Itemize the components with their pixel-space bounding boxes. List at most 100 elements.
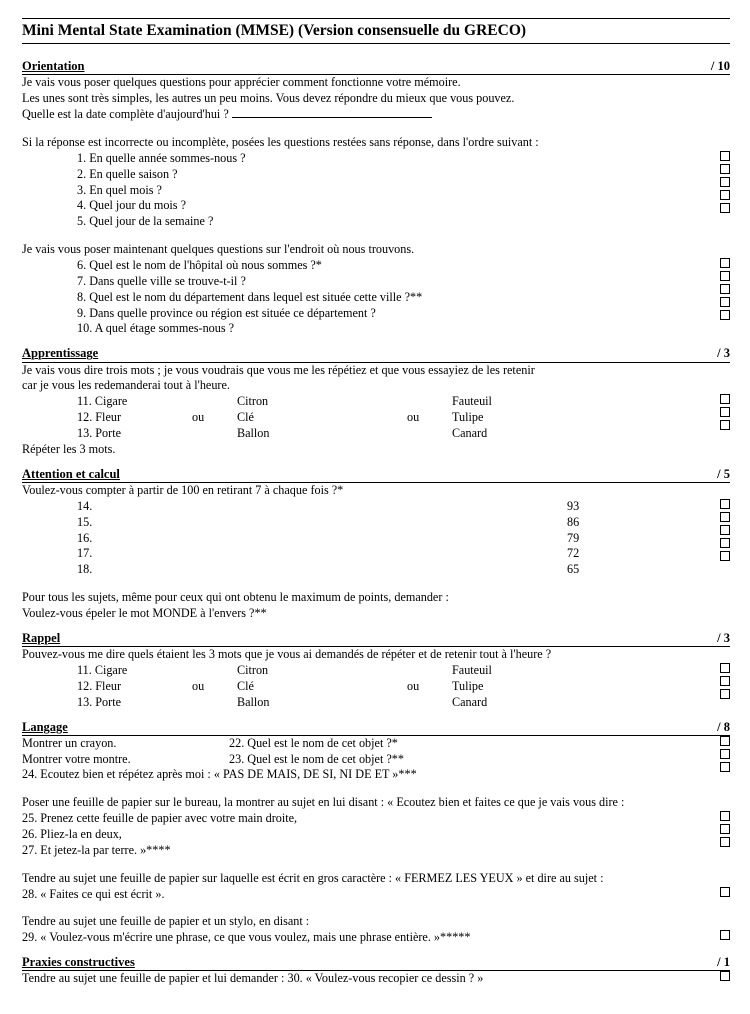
attention-post2: Voulez-vous épeler le mot MONDE à l'enve… [22,606,730,622]
checkbox-q13[interactable] [720,420,730,430]
checkbox-q1[interactable] [720,151,730,161]
checkbox-q23[interactable] [720,749,730,759]
title-bar: Mini Mental State Examination (MMSE) (Ve… [22,18,730,44]
langage-p1: Poser une feuille de papier sur le burea… [22,795,730,811]
section-score-attention: / 5 [705,466,730,482]
section-langage-header: Langage / 8 [22,719,730,736]
rappel-row-11: 11. CigareCitronFauteuil [22,663,710,679]
section-title-langage: Langage [22,719,68,735]
q26: 26. Pliez-la en deux, [22,827,710,843]
apprentissage-repeat: Répéter les 3 mots. [22,442,730,458]
checkbox-q25[interactable] [720,811,730,821]
langage-p3: Tendre au sujet une feuille de papier et… [22,914,730,930]
checkbox-rappel-13[interactable] [720,689,730,699]
apprentissage-intro1: Je vais vous dire trois mots ; je vous v… [22,363,730,379]
section-score-praxies: / 1 [705,954,730,970]
checkbox-q8[interactable] [720,284,730,294]
q29: 29. « Voulez-vous m'écrire une phrase, c… [22,930,710,946]
q25: 25. Prenez cette feuille de papier avec … [22,811,710,827]
checkbox-q12[interactable] [720,407,730,417]
attention-rows: 14.93 15.86 16.79 17.72 18.65 [22,499,730,578]
lang-row-22: Montrer un crayon.22. Quel est le nom de… [22,736,710,752]
section-title-attention: Attention et calcul [22,466,120,482]
word-row-13: 13. PorteBallonCanard [22,426,710,442]
section-rappel-header: Rappel / 3 [22,630,730,647]
checkbox-q18[interactable] [720,551,730,561]
document-title: Mini Mental State Examination (MMSE) (Ve… [22,22,526,39]
checkbox-q16[interactable] [720,525,730,535]
langage-22-24: Montrer un crayon.22. Quel est le nom de… [22,736,730,784]
q1: 1. En quelle année sommes-nous ? [22,151,710,167]
checkbox-q5[interactable] [720,203,730,213]
checkbox-q2[interactable] [720,164,730,174]
word-row-12: 12. FleurouCléouTulipe [22,410,710,426]
calc-row-18: 18.65 [22,562,710,578]
checkbox-q7[interactable] [720,271,730,281]
calc-row-17: 17.72 [22,546,710,562]
checkbox-q27[interactable] [720,837,730,847]
q7: 7. Dans quelle ville se trouve-t-il ? [22,274,710,290]
langage-p2: Tendre au sujet une feuille de papier su… [22,871,730,887]
section-title-praxies: Praxies constructives [22,954,135,970]
calc-row-16: 16.79 [22,531,710,547]
section-title-rappel: Rappel [22,630,60,646]
orientation-date-question: Quelle est la date complète d'aujourd'hu… [22,107,730,123]
checkbox-q26[interactable] [720,824,730,834]
q30: Tendre au sujet une feuille de papier et… [22,971,710,987]
checkbox-q24[interactable] [720,762,730,772]
checkbox-q14[interactable] [720,499,730,509]
checkbox-q28[interactable] [720,887,730,897]
calc-row-14: 14.93 [22,499,710,515]
checkbox-q10[interactable] [720,310,730,320]
q5: 5. Quel jour de la semaine ? [22,214,710,230]
lang-row-23: Montrer votre montre.23. Quel est le nom… [22,752,710,768]
word-row-11: 11. CigareCitronFauteuil [22,394,710,410]
checkbox-rappel-11[interactable] [720,663,730,673]
checkbox-q4[interactable] [720,190,730,200]
langage-29: 29. « Voulez-vous m'écrire une phrase, c… [22,930,730,946]
orientation-intro1: Je vais vous poser quelques questions po… [22,75,730,91]
checkbox-q15[interactable] [720,512,730,522]
checkbox-q6[interactable] [720,258,730,268]
orientation-q1-5: 1. En quelle année sommes-nous ? 2. En q… [22,151,730,230]
q6: 6. Quel est le nom de l'hôpital où nous … [22,258,710,274]
checkbox-q11[interactable] [720,394,730,404]
q10: 10. A quel étage sommes-nous ? [22,321,710,337]
checkbox-q29[interactable] [720,930,730,940]
calc-row-15: 15.86 [22,515,710,531]
checkbox-q9[interactable] [720,297,730,307]
section-score-rappel: / 3 [705,630,730,646]
q28: 28. « Faites ce qui est écrit ». [22,887,710,903]
q8: 8. Quel est le nom du département dans l… [22,290,710,306]
orientation-intro2: Les unes sont très simples, les autres u… [22,91,730,107]
praxies-30: Tendre au sujet une feuille de papier et… [22,971,730,987]
checkbox-q30[interactable] [720,971,730,981]
rappel-row-13: 13. PorteBallonCanard [22,695,710,711]
section-title-apprentissage: Apprentissage [22,345,98,361]
orientation-q6-10: 6. Quel est le nom de l'hôpital où nous … [22,258,730,337]
section-score-orientation: / 10 [699,58,730,74]
section-attention-header: Attention et calcul / 5 [22,466,730,483]
attention-intro: Voulez-vous compter à partir de 100 en r… [22,483,730,499]
section-score-apprentissage: / 3 [705,345,730,361]
q2: 2. En quelle saison ? [22,167,710,183]
checkbox-rappel-12[interactable] [720,676,730,686]
rappel-intro: Pouvez-vous me dire quels étaient les 3 … [22,647,730,663]
attention-post1: Pour tous les sujets, même pour ceux qui… [22,590,730,606]
rappel-words: 11. CigareCitronFauteuil 12. FleurouCléo… [22,663,730,711]
checkbox-q3[interactable] [720,177,730,187]
q3: 3. En quel mois ? [22,183,710,199]
checkbox-q22[interactable] [720,736,730,746]
apprentissage-words: 11. CigareCitronFauteuil 12. FleurouCléo… [22,394,730,442]
date-fill-line [232,117,432,118]
orientation-followup: Si la réponse est incorrecte ou incomplè… [22,135,730,151]
section-orientation-header: Orientation / 10 [22,58,730,75]
section-apprentissage-header: Apprentissage / 3 [22,345,730,362]
apprentissage-intro2: car je vous les redemanderai tout à l'he… [22,378,730,394]
q27: 27. Et jetez-la par terre. »**** [22,843,710,859]
section-score-langage: / 8 [705,719,730,735]
checkbox-q17[interactable] [720,538,730,548]
langage-28: 28. « Faites ce qui est écrit ». [22,887,730,903]
section-praxies-header: Praxies constructives / 1 [22,954,730,971]
q9: 9. Dans quelle province ou région est si… [22,306,710,322]
